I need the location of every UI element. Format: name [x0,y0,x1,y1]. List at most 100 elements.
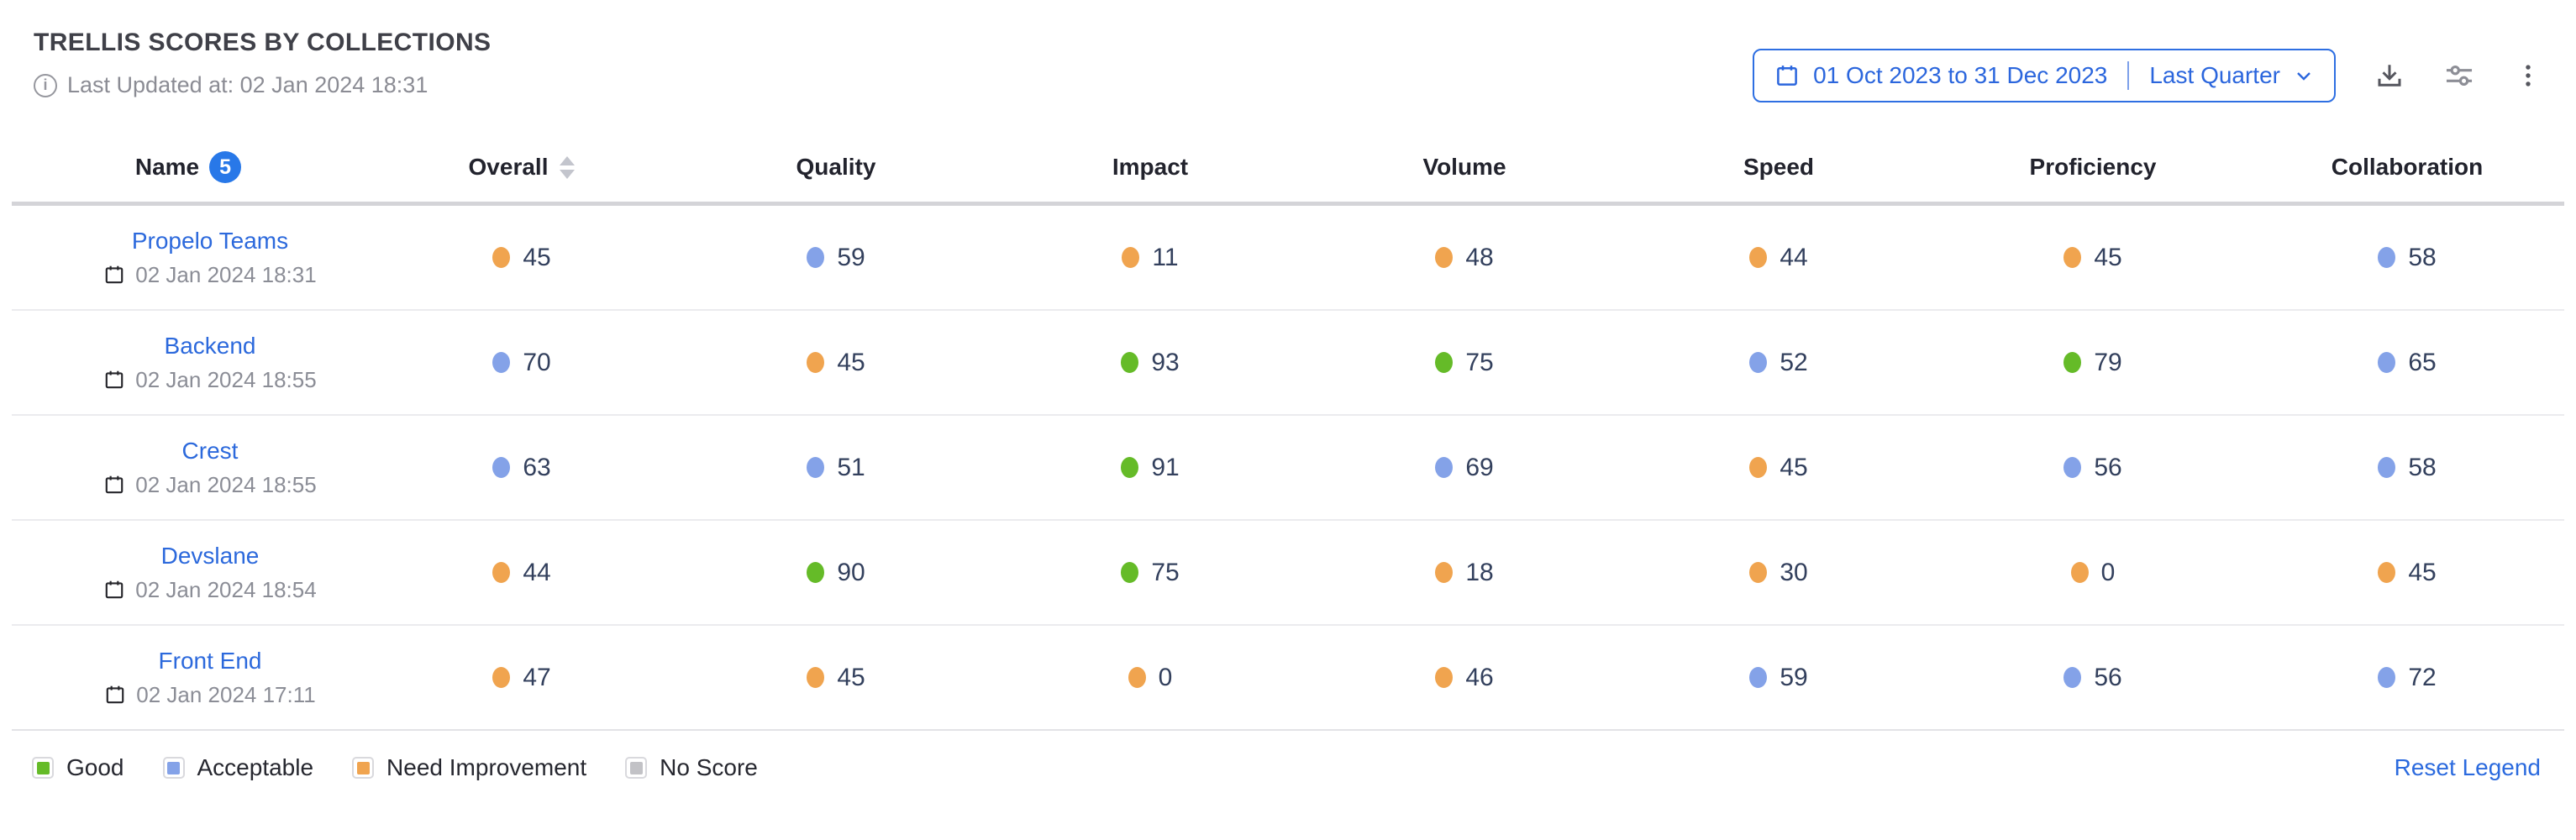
row-updated-line: 02 Jan 2024 17:11 [104,682,316,708]
table-row: Crest 02 Jan 2024 18:55 63 51 91 69 45 56 58 [12,416,2564,521]
date-preset-text: Last Quarter [2149,62,2280,88]
score-cell: 51 [679,454,993,482]
score-value: 0 [1158,663,1173,691]
legend-marker-icon [32,757,54,779]
score-cell: 11 [993,244,1307,272]
score-value: 45 [1780,453,1808,481]
scores-table: Name 5 Overall Quality Impact Volume Spe… [12,139,2564,731]
score-cell: 47 [365,664,679,692]
score-value: 91 [1151,453,1180,481]
score-status-dot [1749,667,1768,688]
score-cell: 45 [679,664,993,692]
score-value: 72 [2408,663,2437,691]
reset-legend-link[interactable]: Reset Legend [2394,754,2541,780]
score-value: 69 [1465,453,1494,481]
score-value: 45 [523,243,551,271]
calendar-icon [1774,63,1800,88]
title-block: TRELLIS SCORES BY COLLECTIONS i Last Upd… [34,29,491,98]
last-updated: i Last Updated at: 02 Jan 2024 18:31 [34,72,491,98]
legend-bar: Good Acceptable Need Improvement No Score R… [0,731,2576,781]
collection-link[interactable]: Propelo Teams [131,227,289,254]
calendar-icon [103,264,125,286]
score-status-dot [2070,562,2089,583]
score-status-dot [1435,352,1454,373]
collection-link[interactable]: Backend [164,332,256,359]
score-cell: 79 [1936,349,2250,377]
score-value: 48 [1465,243,1494,271]
score-value: 93 [1151,348,1180,376]
row-count-badge: 5 [209,151,242,183]
calendar-icon [103,579,125,601]
column-label: Quality [796,154,876,180]
score-cell: 69 [1307,454,1622,482]
score-cell: 45 [2250,559,2564,587]
column-label: Volume [1422,154,1506,180]
date-range-text: 01 Oct 2023 to 31 Dec 2023 [1813,62,2108,88]
score-value: 44 [1780,243,1808,271]
column-label: Proficiency [2029,154,2157,180]
row-updated: 02 Jan 2024 18:31 [135,261,317,287]
score-cell: 48 [1307,244,1622,272]
score-status-dot [1749,352,1768,373]
collection-name-cell: Devslane 02 Jan 2024 18:54 [12,543,365,603]
table-row: Devslane 02 Jan 2024 18:54 44 90 75 18 30 0 45 [12,521,2564,626]
score-value: 45 [2094,243,2122,271]
column-header-name: Name 5 [12,151,365,183]
table-row: Propelo Teams 02 Jan 2024 18:31 45 59 11 48… [12,206,2564,311]
legend-item[interactable]: Good [32,754,124,781]
score-value: 75 [1151,558,1180,586]
score-cell: 45 [365,244,679,272]
score-value: 44 [523,558,551,586]
legend-label: Acceptable [197,754,314,780]
collection-link[interactable]: Devslane [160,542,260,569]
score-status-dot [2378,562,2396,583]
score-status-dot [492,457,511,478]
sort-icon[interactable] [560,155,576,179]
sliders-icon [2443,60,2475,92]
score-cell: 0 [1936,559,2250,587]
score-cell: 91 [993,454,1307,482]
score-status-dot [1749,457,1768,478]
legend-item[interactable]: Acceptable [162,754,314,781]
score-status-dot [492,667,511,688]
collection-link[interactable]: Crest [181,437,239,464]
score-cell: 56 [1936,664,2250,692]
calendar-icon [103,369,125,391]
row-updated-line: 02 Jan 2024 18:54 [103,577,317,603]
collection-name-cell: Propelo Teams 02 Jan 2024 18:31 [12,228,365,288]
score-status-dot [1435,457,1454,478]
score-cell: 44 [1622,244,1936,272]
date-range-picker[interactable]: 01 Oct 2023 to 31 Dec 2023 Last Quarter [1753,49,2336,102]
score-status-dot [2378,352,2396,373]
info-icon: i [34,73,57,97]
collection-link[interactable]: Front End [158,647,262,674]
score-value: 79 [2094,348,2122,376]
score-value: 18 [1465,558,1494,586]
column-header-overall[interactable]: Overall [365,154,679,181]
legend-item[interactable]: Need Improvement [352,754,586,781]
score-value: 56 [2094,453,2122,481]
legend-items: Good Acceptable Need Improvement No Score [32,754,758,781]
score-status-dot [1435,247,1454,268]
widget-settings-button[interactable] [2443,60,2475,92]
more-options-button[interactable] [2514,61,2542,90]
score-value: 11 [1152,243,1179,271]
legend-item[interactable]: No Score [625,754,758,781]
score-value: 63 [523,453,551,481]
score-status-dot [807,247,825,268]
score-status-dot [1435,562,1454,583]
table-header-row: Name 5 Overall Quality Impact Volume Spe… [12,139,2564,206]
download-button[interactable] [2374,60,2405,91]
score-cell: 65 [2250,349,2564,377]
page-title: TRELLIS SCORES BY COLLECTIONS [34,29,492,56]
legend-marker-icon [625,757,648,779]
score-status-dot [492,247,511,268]
score-status-dot [1128,667,1146,688]
score-value: 75 [1465,348,1494,376]
download-icon [2374,60,2405,91]
score-value: 90 [837,558,865,586]
table-body: Propelo Teams 02 Jan 2024 18:31 45 59 11 48… [12,206,2564,731]
score-cell: 90 [679,559,993,587]
column-label: Name [134,154,200,180]
score-cell: 59 [679,244,993,272]
